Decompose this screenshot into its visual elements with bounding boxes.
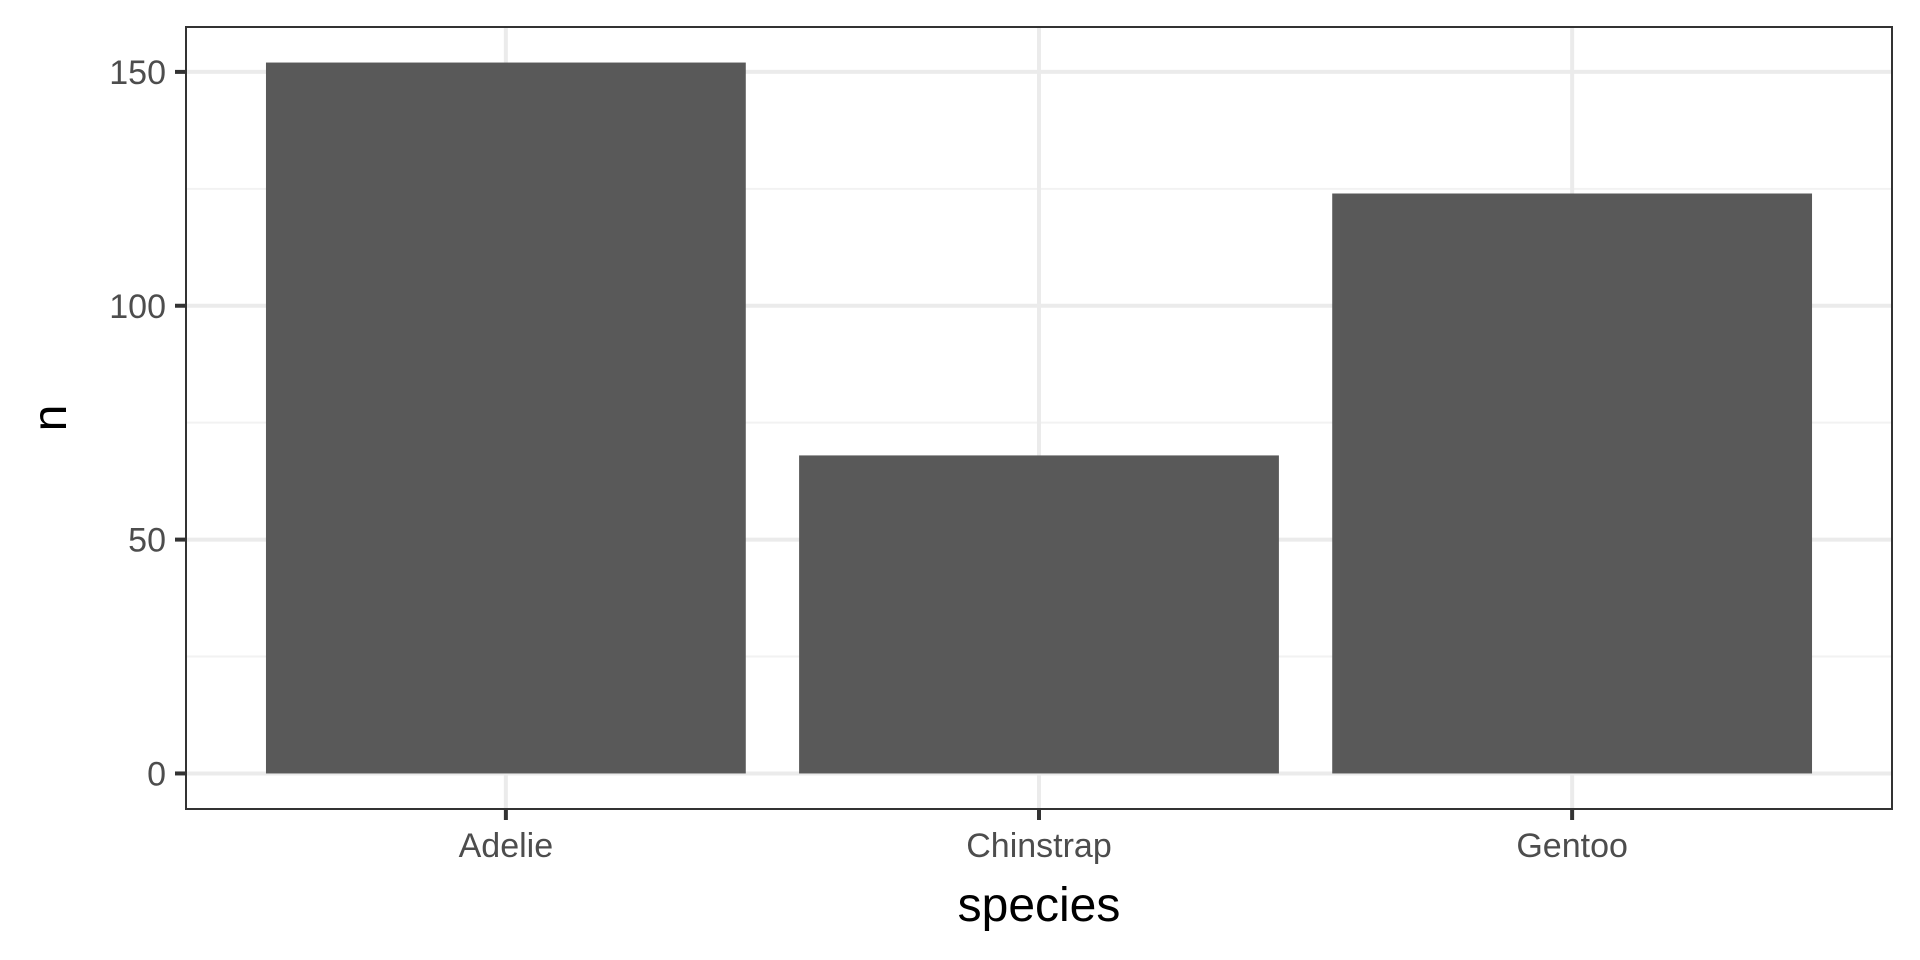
y-axis-title: n	[24, 405, 77, 432]
y-tick-label: 100	[109, 288, 166, 326]
bar-gentoo	[1332, 193, 1813, 774]
y-axis: 0 50 100 150	[109, 54, 186, 793]
x-axis-title: species	[958, 879, 1121, 932]
bar-adelie	[265, 62, 746, 774]
y-tick-label: 150	[109, 54, 166, 92]
y-tick-label: 0	[147, 755, 166, 793]
bars	[265, 62, 1813, 774]
x-tick-label: Adelie	[459, 827, 554, 865]
x-tick-label: Chinstrap	[966, 827, 1112, 865]
x-axis: Adelie Chinstrap Gentoo	[459, 809, 1628, 865]
bar-chinstrap	[799, 455, 1279, 774]
y-tick-label: 50	[128, 522, 166, 560]
x-tick-label: Gentoo	[1516, 827, 1628, 865]
